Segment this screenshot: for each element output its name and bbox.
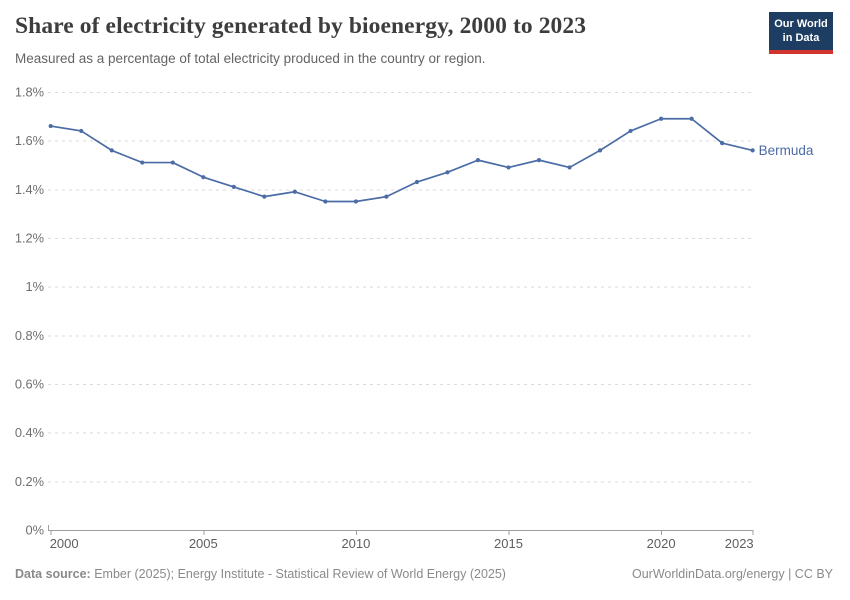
data-point-2003 — [140, 160, 145, 165]
data-point-2015 — [506, 165, 511, 170]
owid-logo: Our World in Data — [769, 12, 833, 54]
data-point-2013 — [445, 170, 450, 175]
data-point-2016 — [536, 158, 542, 163]
y-axis-label: 0% — [26, 523, 45, 538]
data-source-text: Ember (2025); Energy Institute - Statist… — [90, 567, 506, 581]
data-point-2022 — [720, 141, 725, 146]
data-point-2018 — [597, 148, 603, 153]
data-point-2005 — [201, 175, 206, 180]
data-point-2020 — [659, 116, 664, 121]
y-axis-label: 1.8% — [15, 85, 44, 100]
data-point-2000 — [48, 123, 53, 129]
data-source-label: Data source: — [15, 567, 91, 581]
data-point-2010 — [353, 199, 358, 204]
y-axis-label: 1.6% — [15, 133, 44, 148]
page-subtitle: Measured as a percentage of total electr… — [15, 51, 486, 66]
data-point-2009 — [323, 199, 328, 204]
owid-logo-line1: Our World — [774, 18, 828, 30]
y-axis-label: 0.4% — [15, 425, 44, 440]
y-axis-label: 1.2% — [15, 231, 44, 246]
data-point-2017 — [567, 165, 572, 170]
license-credit: OurWorldinData.org/energy | CC BY — [631, 567, 833, 581]
data-point-2011 — [384, 194, 389, 199]
y-axis-label: 0.6% — [15, 377, 44, 392]
data-point-2008 — [292, 189, 297, 194]
data-point-2019 — [628, 128, 633, 134]
chart-line — [49, 117, 754, 203]
data-point-2021 — [689, 116, 694, 121]
x-axis-label: 2020 — [647, 536, 676, 551]
data-source: Data source: Ember (2025); Energy Instit… — [15, 567, 506, 581]
y-axis-label: 0.8% — [15, 328, 44, 343]
data-point-2014 — [475, 158, 481, 163]
owid-logo-line2: in Data — [782, 31, 820, 44]
data-point-2002 — [109, 148, 114, 153]
page-title: Share of electricity generated by bioene… — [15, 13, 587, 39]
data-point-2001 — [79, 128, 84, 134]
x-axis-label: 2015 — [494, 536, 523, 551]
entity-label: Bermuda — [759, 143, 814, 158]
x-axis-label: 2000 — [50, 536, 79, 551]
data-point-2023 — [750, 148, 755, 153]
data-point-2004 — [170, 160, 175, 165]
data-point-2012 — [414, 179, 420, 185]
chart-footer: Data source: Ember (2025); Energy Instit… — [15, 567, 833, 581]
y-axis-label: 1% — [26, 279, 45, 294]
x-axis-label: 2010 — [341, 536, 370, 551]
data-point-2007 — [262, 194, 267, 199]
x-axis-label: 2023 — [725, 536, 754, 551]
y-axis-label: 0.2% — [15, 474, 44, 489]
x-axis-label: 2005 — [189, 536, 218, 551]
data-point-2006 — [231, 184, 236, 189]
y-axis-label: 1.4% — [15, 182, 44, 197]
